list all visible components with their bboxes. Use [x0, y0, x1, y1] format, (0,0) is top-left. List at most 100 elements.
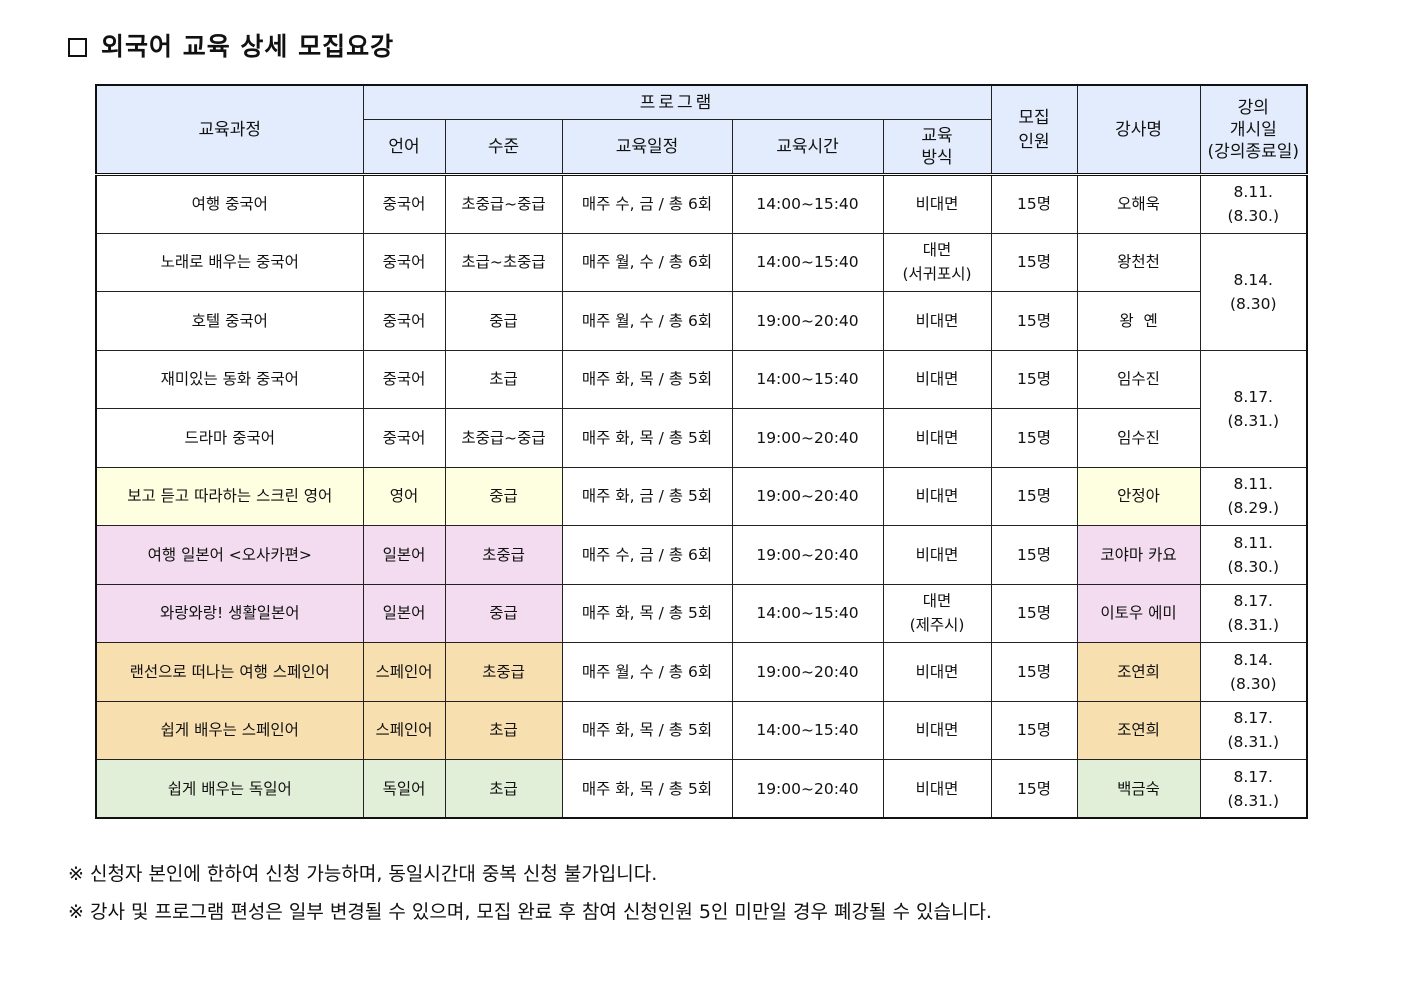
time-cell: 19:00~20:40 [731, 525, 884, 585]
method-cell: 대면 (제주시) [882, 583, 992, 643]
language-cell: 중국어 [362, 349, 446, 409]
instructor-cell: 임수진 [1076, 408, 1201, 468]
checkbox-square-icon [68, 38, 87, 57]
page-title-text: 외국어 교육 상세 모집요강 [101, 32, 395, 61]
capacity-cell: 15명 [990, 349, 1078, 409]
level-cell: 초급 [444, 700, 563, 760]
method-cell: 비대면 [882, 700, 992, 760]
level-cell: 중급 [444, 583, 563, 643]
language-cell: 중국어 [362, 291, 446, 351]
capacity-cell: 15명 [990, 466, 1078, 526]
start-date-cell: 8.14. (8.30) [1199, 232, 1308, 351]
capacity-cell: 15명 [990, 291, 1078, 351]
instructor-cell: 이토우 에미 [1076, 583, 1201, 643]
schedule-cell: 매주 화, 목 / 총 5회 [561, 759, 733, 819]
time-cell: 19:00~20:40 [731, 759, 884, 819]
header-start-date: 강의 개시일 (강의종료일) [1199, 84, 1308, 176]
note-line: ※ 신청자 본인에 한하여 신청 가능하며, 동일시간대 중복 신청 불가입니다… [68, 863, 658, 885]
schedule-cell: 매주 수, 금 / 총 6회 [561, 525, 733, 585]
table-row: 쉽게 배우는 스페인어 스페인어 초급 매주 화, 목 / 총 5회 14:00… [95, 700, 1308, 760]
table-row: 와랑와랑! 생활일본어 일본어 중급 매주 화, 목 / 총 5회 14:00~… [95, 583, 1308, 643]
method-cell: 비대면 [882, 466, 992, 526]
capacity-cell: 15명 [990, 583, 1078, 643]
capacity-cell: 15명 [990, 700, 1078, 760]
instructor-cell: 안정아 [1076, 466, 1201, 526]
method-cell: 비대면 [882, 525, 992, 585]
course-name: 랜선으로 떠나는 여행 스페인어 [95, 642, 364, 702]
header-schedule: 교육일정 [561, 119, 733, 176]
table-row: 호텔 중국어 중국어 중급 매주 월, 수 / 총 6회 19:00~20:40… [95, 291, 1307, 351]
method-cell: 비대면 [882, 291, 992, 351]
schedule-cell: 매주 화, 금 / 총 5회 [561, 466, 733, 526]
course-name: 드라마 중국어 [95, 408, 364, 468]
course-name: 여행 일본어 <오사카편> [95, 525, 364, 585]
method-cell: 비대면 [882, 759, 992, 819]
schedule-cell: 매주 화, 목 / 총 5회 [561, 349, 733, 409]
time-cell: 19:00~20:40 [731, 466, 884, 526]
level-cell: 초중급 [444, 642, 563, 702]
course-name: 와랑와랑! 생활일본어 [95, 583, 364, 643]
level-cell: 초중급~중급 [444, 408, 563, 468]
start-date-cell: 8.17. (8.31.) [1199, 349, 1308, 468]
table-row: 랜선으로 떠나는 여행 스페인어 스페인어 초중급 매주 월, 수 / 총 6회… [95, 642, 1308, 702]
table-row: 여행 일본어 <오사카편> 일본어 초중급 매주 수, 금 / 총 6회 19:… [95, 525, 1308, 585]
schedule-cell: 매주 화, 목 / 총 5회 [561, 408, 733, 468]
page-title: 외국어 교육 상세 모집요강 [68, 27, 394, 63]
instructor-cell: 조연희 [1076, 642, 1201, 702]
time-cell: 14:00~15:40 [731, 349, 884, 409]
capacity-cell: 15명 [990, 759, 1078, 819]
course-name: 재미있는 동화 중국어 [95, 349, 364, 409]
schedule-cell: 매주 월, 수 / 총 6회 [561, 232, 733, 292]
table-row: 보고 듣고 따라하는 스크린 영어 영어 중급 매주 화, 금 / 총 5회 1… [95, 466, 1308, 526]
instructor-cell: 조연희 [1076, 700, 1201, 760]
language-cell: 스페인어 [362, 700, 446, 760]
language-cell: 중국어 [362, 174, 446, 234]
instructor-cell: 왕 옌 [1076, 291, 1201, 351]
header-capacity: 모집 인원 [990, 84, 1078, 176]
level-cell: 초중급~중급 [444, 174, 563, 234]
schedule-cell: 매주 월, 수 / 총 6회 [561, 642, 733, 702]
course-name: 호텔 중국어 [95, 291, 364, 351]
time-cell: 14:00~15:40 [731, 583, 884, 643]
time-cell: 19:00~20:40 [731, 642, 884, 702]
time-cell: 14:00~15:40 [731, 700, 884, 760]
header-method: 교육 방식 [882, 119, 992, 176]
course-name: 여행 중국어 [95, 174, 364, 234]
header-language: 언어 [362, 119, 446, 176]
instructor-cell: 백금숙 [1076, 759, 1201, 819]
capacity-cell: 15명 [990, 232, 1078, 292]
start-date-cell: 8.11. (8.30.) [1199, 174, 1308, 234]
language-cell: 일본어 [362, 525, 446, 585]
schedule-cell: 매주 화, 목 / 총 5회 [561, 583, 733, 643]
instructor-cell: 코야마 카요 [1076, 525, 1201, 585]
level-cell: 초급~초중급 [444, 232, 563, 292]
table-row: 여행 중국어 중국어 초중급~중급 매주 수, 금 / 총 6회 14:00~1… [95, 174, 1308, 234]
language-cell: 스페인어 [362, 642, 446, 702]
start-date-cell: 8.17. (8.31.) [1199, 759, 1308, 819]
method-cell: 비대면 [882, 349, 992, 409]
start-date-cell: 8.11. (8.29.) [1199, 466, 1308, 526]
course-name: 보고 듣고 따라하는 스크린 영어 [95, 466, 364, 526]
capacity-cell: 15명 [990, 174, 1078, 234]
start-date-cell: 8.17. (8.31.) [1199, 583, 1308, 643]
start-date-cell: 8.11. (8.30.) [1199, 525, 1308, 585]
language-cell: 일본어 [362, 583, 446, 643]
method-cell: 비대면 [882, 174, 992, 234]
course-name: 쉽게 배우는 독일어 [95, 759, 364, 819]
capacity-cell: 15명 [990, 408, 1078, 468]
notes: ※ 신청자 본인에 한하여 신청 가능하며, 동일시간대 중복 신청 불가입니다… [68, 855, 992, 931]
language-cell: 영어 [362, 466, 446, 526]
instructor-cell: 오해욱 [1076, 174, 1201, 234]
level-cell: 초급 [444, 759, 563, 819]
time-cell: 19:00~20:40 [731, 291, 884, 351]
schedule-cell: 매주 월, 수 / 총 6회 [561, 291, 733, 351]
level-cell: 중급 [444, 466, 563, 526]
header-course: 교육과정 [95, 84, 364, 176]
language-cell: 독일어 [362, 759, 446, 819]
recruitment-table: 교육과정 프로그램 모집 인원 강사명 강의 개시일 (강의종료일) 언어 수준 교육… [95, 84, 1309, 819]
header-program: 프로그램 [362, 84, 992, 120]
level-cell: 중급 [444, 291, 563, 351]
capacity-cell: 15명 [990, 525, 1078, 585]
capacity-cell: 15명 [990, 642, 1078, 702]
level-cell: 초중급 [444, 525, 563, 585]
